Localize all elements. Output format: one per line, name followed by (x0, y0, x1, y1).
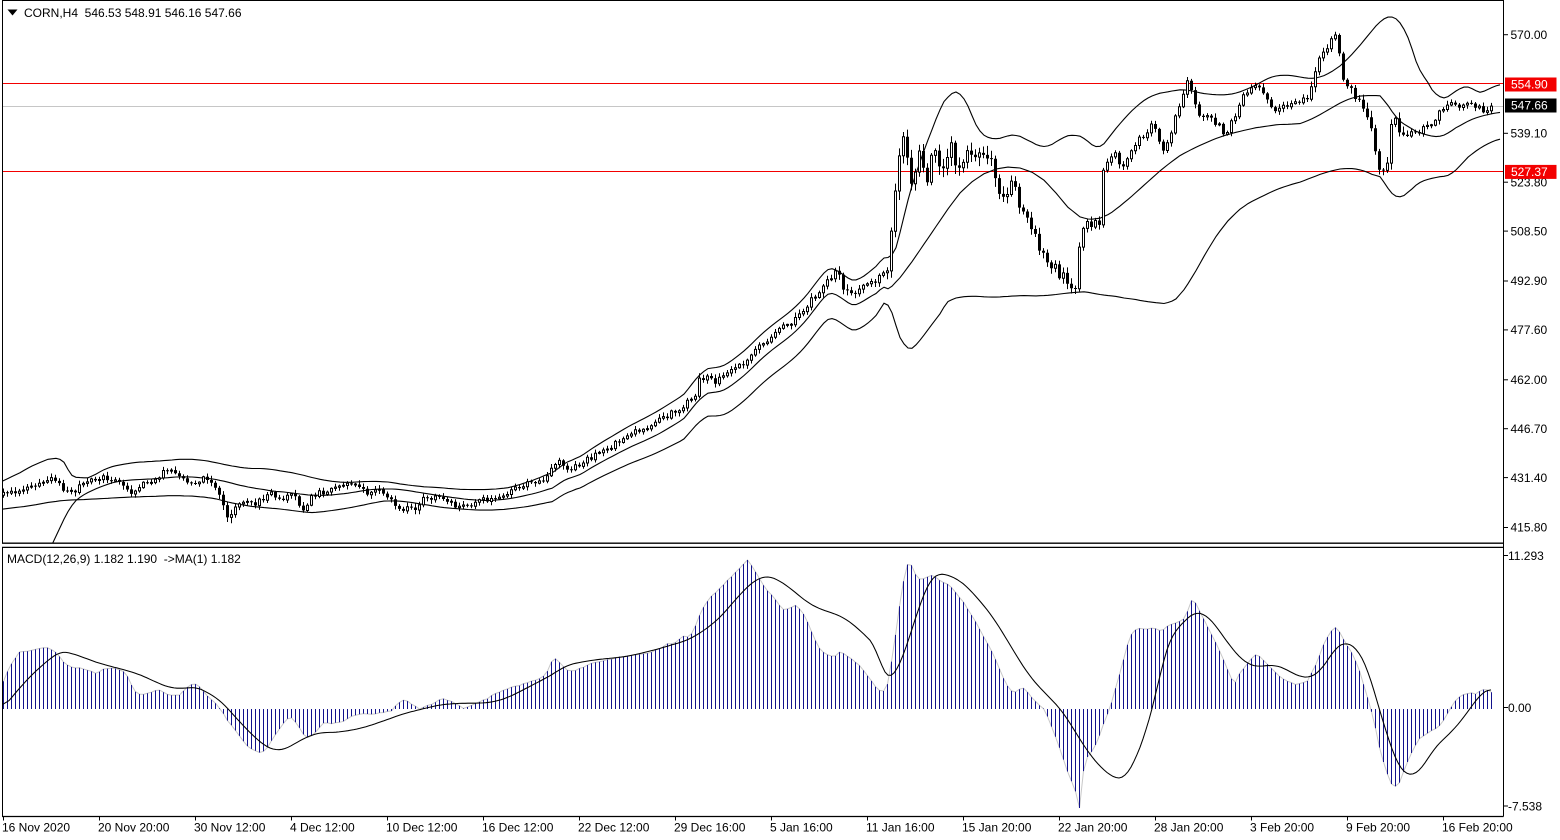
svg-text:29 Dec 16:00: 29 Dec 16:00 (674, 821, 746, 835)
svg-text:20 Nov 20:00: 20 Nov 20:00 (98, 821, 170, 835)
svg-text:462.00: 462.00 (1511, 373, 1548, 387)
svg-text:30 Nov 12:00: 30 Nov 12:00 (194, 821, 266, 835)
svg-text:508.50: 508.50 (1511, 224, 1548, 238)
svg-text:16 Nov 2020: 16 Nov 2020 (2, 821, 70, 835)
svg-text:16 Dec 12:00: 16 Dec 12:00 (482, 821, 554, 835)
svg-text:11 Jan 16:00: 11 Jan 16:00 (866, 821, 935, 835)
svg-text:CORN,H4 546.53 548.91 546.16: CORN,H4 546.53 548.91 546.16 547.66 (24, 6, 242, 20)
svg-text:477.60: 477.60 (1511, 323, 1548, 337)
svg-text:15 Jan 20:00: 15 Jan 20:00 (962, 821, 1032, 835)
svg-text:547.66: 547.66 (1511, 99, 1548, 113)
svg-text:539.10: 539.10 (1511, 127, 1548, 141)
svg-text:446.70: 446.70 (1511, 422, 1548, 436)
svg-text:MACD(12,26,9) 1.182 1.190 ->M: MACD(12,26,9) 1.182 1.190 ->MA(1) 1.182 (7, 552, 241, 566)
svg-text:16 Feb 20:00: 16 Feb 20:00 (1442, 821, 1513, 835)
svg-text:22 Jan 20:00: 22 Jan 20:00 (1058, 821, 1128, 835)
svg-text:-7.538: -7.538 (1508, 799, 1542, 813)
svg-text:492.90: 492.90 (1511, 274, 1548, 288)
svg-text:5 Jan 16:00: 5 Jan 16:00 (770, 821, 833, 835)
svg-text:431.40: 431.40 (1511, 471, 1548, 485)
svg-text:4 Dec 12:00: 4 Dec 12:00 (290, 821, 355, 835)
svg-text:10 Dec 12:00: 10 Dec 12:00 (386, 821, 458, 835)
svg-text:0.00: 0.00 (1508, 701, 1532, 715)
svg-text:9 Feb 20:00: 9 Feb 20:00 (1346, 821, 1410, 835)
svg-text:554.90: 554.90 (1511, 78, 1548, 92)
svg-text:22 Dec 12:00: 22 Dec 12:00 (578, 821, 650, 835)
svg-text:28 Jan 20:00: 28 Jan 20:00 (1154, 821, 1224, 835)
svg-text:3 Feb 20:00: 3 Feb 20:00 (1250, 821, 1314, 835)
svg-text:11.293: 11.293 (1508, 549, 1544, 563)
svg-text:570.00: 570.00 (1511, 28, 1548, 42)
svg-text:527.37: 527.37 (1511, 165, 1548, 179)
svg-text:415.80: 415.80 (1511, 521, 1548, 535)
